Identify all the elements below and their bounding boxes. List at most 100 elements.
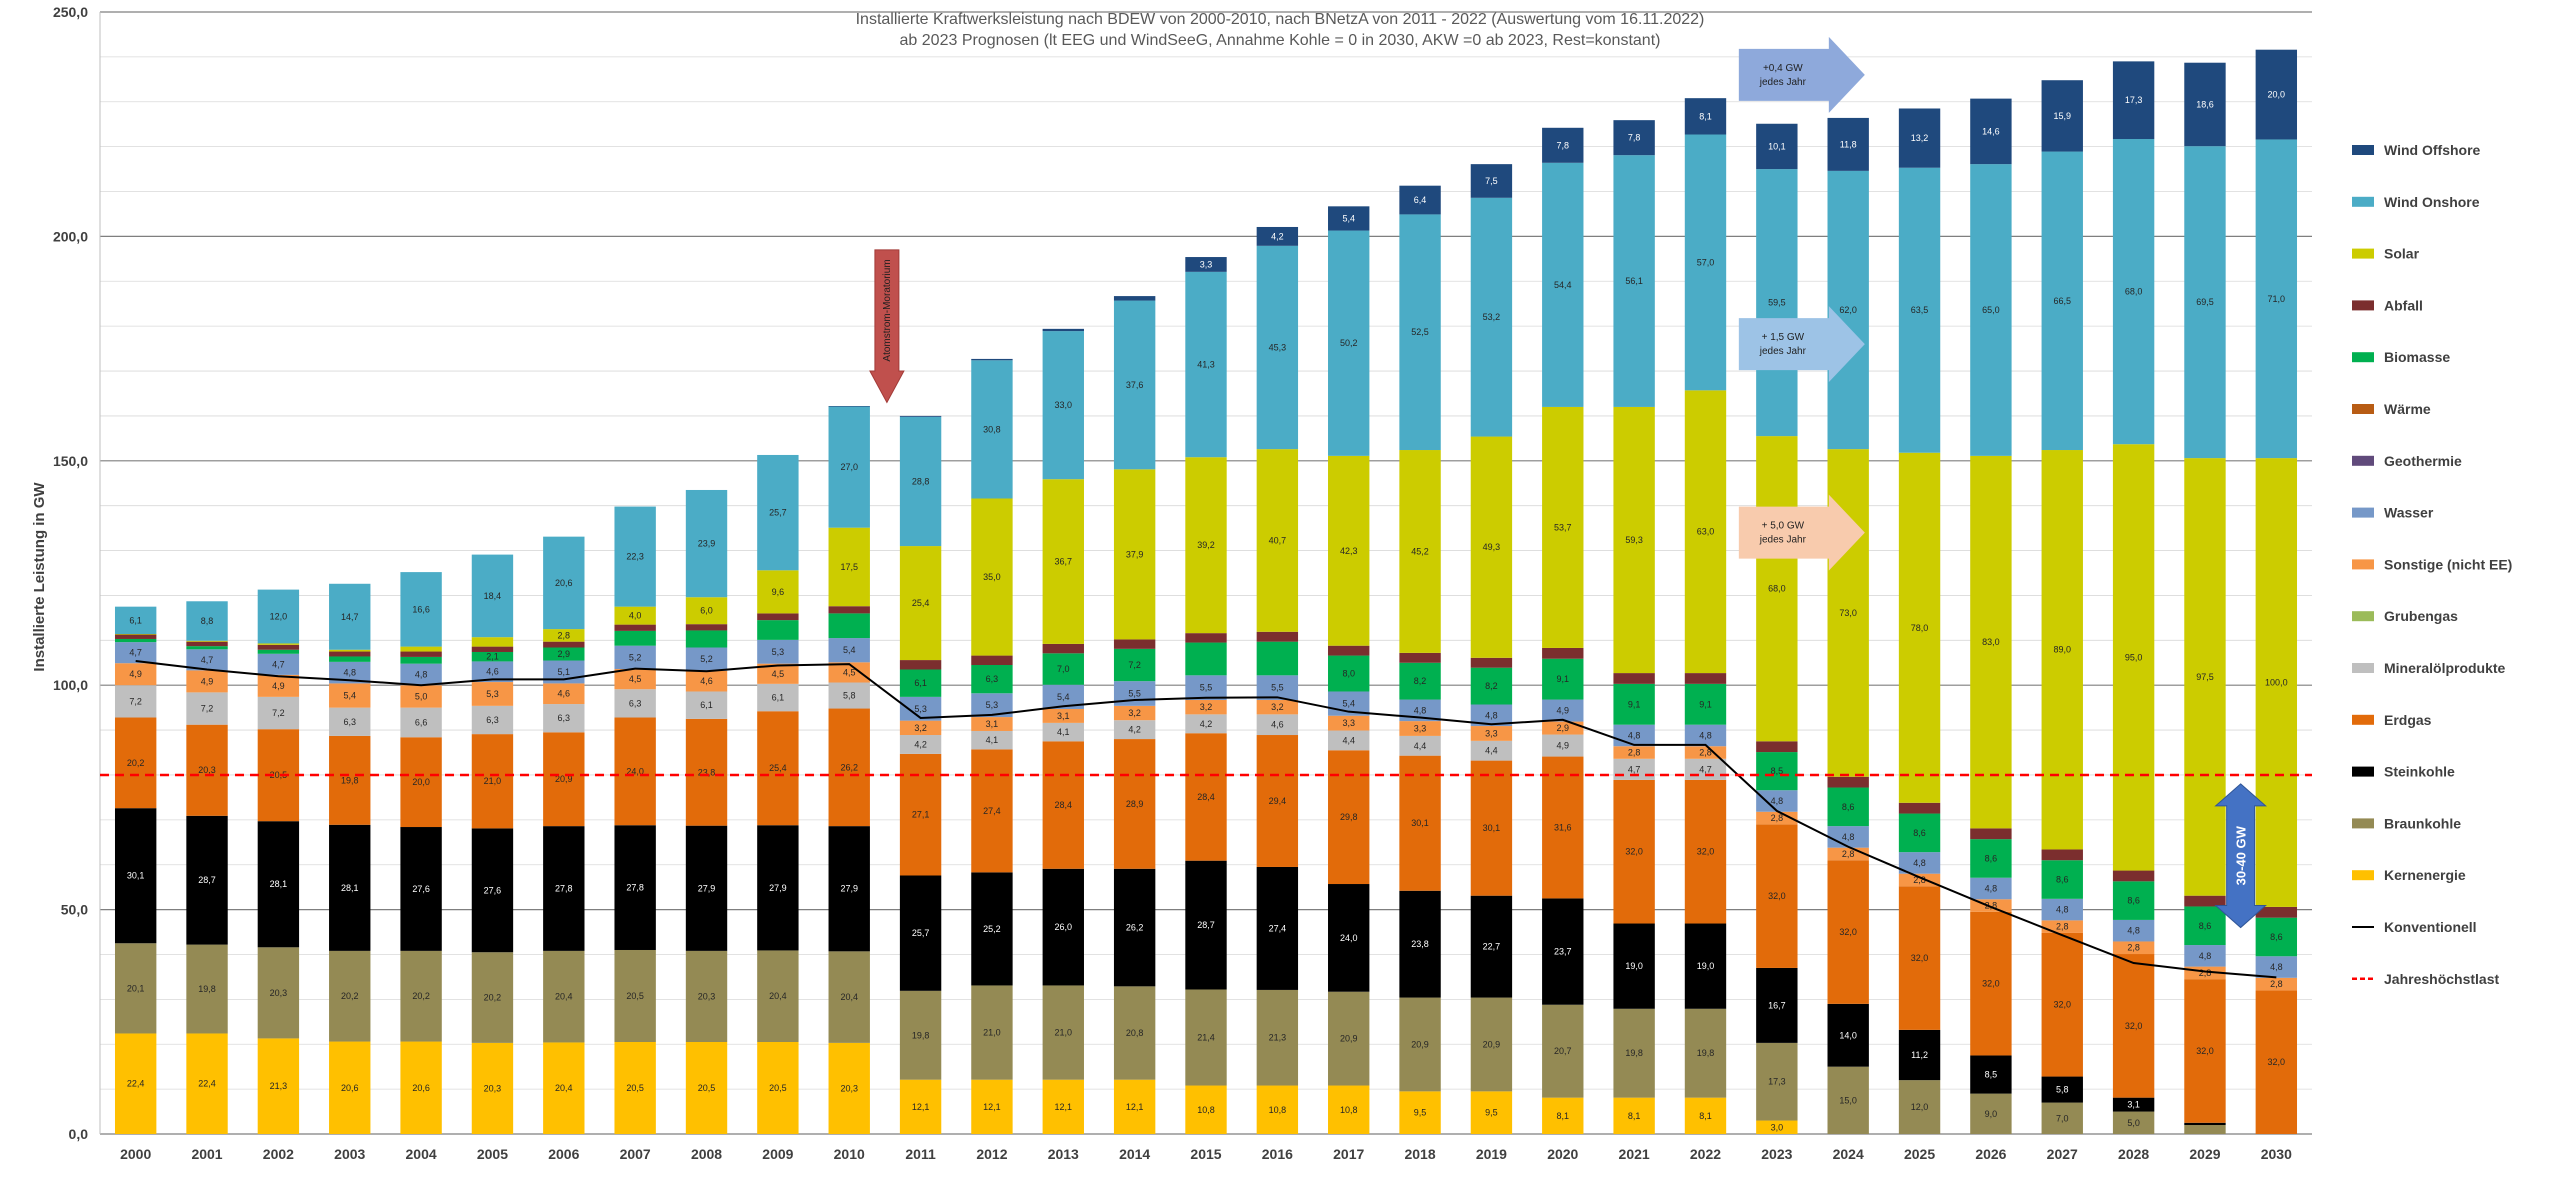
bar-segment bbox=[186, 646, 228, 650]
data-label: 45,2 bbox=[1411, 546, 1429, 556]
data-label: 9,0 bbox=[1985, 1109, 1998, 1119]
bar-segment bbox=[1470, 667, 1513, 705]
data-label: 23,7 bbox=[1554, 947, 1572, 957]
data-label: 32,0 bbox=[2268, 1057, 2286, 1067]
legend-item: Steinkohle bbox=[2352, 764, 2455, 780]
data-label: 6,1 bbox=[129, 615, 142, 625]
data-label: 4,6 bbox=[700, 676, 713, 686]
data-label: 4,8 bbox=[2127, 926, 2140, 936]
data-label: 5,5 bbox=[1271, 683, 1284, 693]
x-tick-label: 2002 bbox=[263, 1146, 294, 1162]
bar-segment bbox=[1042, 653, 1084, 685]
data-label: 21,0 bbox=[484, 776, 502, 786]
annotation-arrow-down: Atomstrom-Moratorium bbox=[869, 249, 905, 404]
bar-segment bbox=[114, 685, 157, 718]
bar-segment bbox=[1542, 658, 1584, 700]
data-label: 78,0 bbox=[1911, 623, 1929, 633]
bar-segment bbox=[828, 613, 870, 639]
data-label: 19,8 bbox=[198, 984, 216, 994]
annotation-text: jedes Jahr bbox=[1759, 346, 1807, 357]
legend-swatch bbox=[2352, 352, 2374, 363]
bar-segment bbox=[971, 730, 1013, 750]
data-label: 36,7 bbox=[1055, 557, 1073, 567]
data-label: 8,8 bbox=[201, 616, 214, 626]
data-label: 23,8 bbox=[1411, 939, 1429, 949]
data-label: 7,0 bbox=[2056, 1113, 2069, 1123]
data-label: 69,5 bbox=[2196, 297, 2214, 307]
bar-segment bbox=[1613, 120, 1655, 156]
data-label: 32,0 bbox=[1839, 927, 1857, 937]
x-tick-label: 2004 bbox=[406, 1146, 437, 1162]
bar-stack-2010: 20,3 20,4 27,9 26,2 5,8 4,5 5,4 17,5 27,0 bbox=[828, 406, 870, 1134]
data-label: 17,5 bbox=[840, 562, 858, 572]
data-label: 26,2 bbox=[840, 762, 858, 772]
bar-segment bbox=[329, 656, 371, 662]
data-label: 4,7 bbox=[1628, 764, 1641, 774]
legend-label: Abfall bbox=[2384, 297, 2423, 313]
bar-segment bbox=[1756, 790, 1798, 812]
bar-segment bbox=[2112, 1097, 2155, 1112]
bar-segment bbox=[1542, 721, 1584, 735]
data-label: 68,0 bbox=[2125, 287, 2143, 297]
arrow-shape bbox=[2214, 783, 2267, 929]
bar-segment bbox=[1256, 866, 1299, 990]
bar-segment bbox=[1827, 170, 1869, 450]
bar-segment bbox=[828, 638, 870, 663]
bar-segment bbox=[1827, 117, 1869, 171]
x-tick-label: 2019 bbox=[1476, 1146, 1507, 1162]
legend-item: Geothermie bbox=[2352, 453, 2462, 469]
bar-segment bbox=[471, 734, 514, 829]
bar-segment bbox=[899, 990, 942, 1080]
legend-label: Konventionell bbox=[2384, 919, 2477, 935]
data-label: 65,0 bbox=[1982, 305, 2000, 315]
legend-swatch bbox=[2352, 663, 2374, 673]
bar-segment bbox=[971, 872, 1013, 986]
bar-segment bbox=[828, 682, 870, 709]
bar-segment bbox=[1256, 631, 1299, 642]
data-label: 21,3 bbox=[1269, 1033, 1287, 1043]
data-label: 5,3 bbox=[914, 704, 927, 714]
legend-swatch bbox=[2352, 196, 2374, 207]
bar-segment bbox=[114, 717, 157, 809]
bar-segment bbox=[1113, 296, 1156, 301]
bar-stack-2015: 10,8 21,4 28,7 28,4 4,2 3,2 5,5 39,2 41,3 3,3 bbox=[1185, 257, 1227, 1134]
data-label: 2,8 bbox=[2270, 979, 2283, 989]
data-label: 2,8 bbox=[1771, 813, 1784, 823]
bar-segment bbox=[1328, 455, 1370, 646]
bar-segment bbox=[828, 406, 870, 528]
annotation-arrow-right: +0,4 GW jedes Jahr bbox=[1738, 36, 1865, 113]
bar-segment bbox=[1684, 1097, 1727, 1134]
arrow-shape bbox=[1738, 306, 1865, 383]
bar-segment bbox=[1756, 1042, 1798, 1121]
data-label: 5,2 bbox=[700, 654, 713, 664]
bar-segment bbox=[757, 663, 799, 684]
bar-segment bbox=[329, 824, 371, 951]
bar-stack-2007: 20,5 20,5 27,8 24,0 6,3 4,5 5,2 4,0 22,3 bbox=[614, 506, 656, 1134]
bar-segment bbox=[1113, 739, 1156, 869]
data-label: 20,5 bbox=[626, 1083, 644, 1093]
data-label: 28,4 bbox=[1197, 792, 1215, 802]
data-label: 5,3 bbox=[486, 689, 499, 699]
data-label: 14,7 bbox=[341, 612, 359, 622]
bar-segment bbox=[971, 360, 1013, 499]
data-label: 7,2 bbox=[272, 708, 285, 718]
data-label: 37,6 bbox=[1126, 380, 1144, 390]
legend-swatch bbox=[2352, 300, 2374, 311]
annotation-arrow-updown: 30-40 GW bbox=[2214, 783, 2267, 929]
annotation-text: Atomstrom-Moratorium bbox=[882, 259, 893, 361]
data-label: 26,0 bbox=[1055, 922, 1073, 932]
bar-stack-2029: 32,0 2,8 4,8 8,6 97,5 69,5 18,6 bbox=[2184, 62, 2226, 1134]
data-label: 4,0 bbox=[629, 611, 642, 621]
data-label: 20,6 bbox=[555, 578, 573, 588]
x-tick-label: 2026 bbox=[1975, 1146, 2006, 1162]
data-label: 22,4 bbox=[127, 1079, 145, 1089]
bar-segment bbox=[329, 735, 371, 825]
bar-segment bbox=[899, 720, 942, 736]
data-label: 6,3 bbox=[629, 698, 642, 708]
bar-segment bbox=[114, 642, 157, 664]
data-label: 8,2 bbox=[1414, 676, 1427, 686]
data-label: 4,4 bbox=[1414, 741, 1427, 751]
legend-item: Mineralölprodukte bbox=[2352, 660, 2506, 676]
data-label: 4,5 bbox=[772, 669, 785, 679]
data-label: 4,8 bbox=[1414, 705, 1427, 715]
